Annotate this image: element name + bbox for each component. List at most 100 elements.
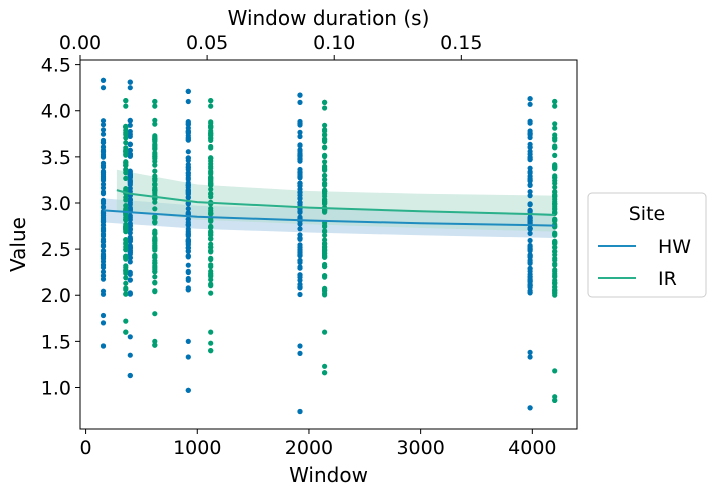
point-ir — [552, 175, 558, 181]
legend-title: Site — [629, 203, 665, 225]
point-ir — [322, 370, 328, 376]
point-ir — [152, 289, 158, 295]
point-hw — [185, 149, 191, 155]
point-ir — [152, 121, 158, 127]
point-ir — [152, 98, 158, 105]
point-ir — [322, 292, 328, 298]
point-ir — [552, 267, 558, 273]
point-hw — [185, 88, 191, 94]
point-hw — [100, 85, 107, 91]
point-ir — [152, 214, 158, 220]
point-ir — [322, 286, 328, 292]
point-ir — [322, 159, 328, 165]
point-ir — [152, 103, 158, 109]
point-ir — [123, 318, 129, 324]
point-hw — [185, 354, 191, 360]
point-hw — [185, 98, 191, 105]
point-ir — [322, 241, 328, 247]
point-hw — [527, 101, 533, 107]
point-ir — [152, 279, 158, 285]
point-hw — [185, 219, 191, 225]
legend: Site HW IR — [587, 192, 707, 298]
point-hw — [297, 235, 303, 241]
point-hw — [527, 131, 533, 137]
point-ir — [552, 368, 558, 374]
point-hw — [127, 259, 133, 265]
point-hw — [185, 155, 191, 161]
point-hw — [185, 262, 191, 268]
point-ir — [152, 245, 158, 252]
y-tick-label: 4.0 — [41, 101, 71, 123]
point-hw — [527, 193, 533, 199]
point-ir — [123, 253, 129, 259]
point-ir — [208, 283, 214, 289]
point-hw — [185, 125, 191, 131]
legend-label-ir: IR — [658, 268, 677, 290]
point-hw — [185, 237, 191, 243]
point-hw — [100, 248, 107, 254]
confidence-band-ir — [116, 169, 555, 232]
point-hw — [297, 264, 303, 270]
point-hw — [297, 174, 303, 180]
point-ir — [208, 191, 214, 197]
point-hw — [297, 200, 303, 206]
point-hw — [297, 291, 303, 298]
point-hw — [527, 120, 533, 126]
point-hw — [297, 99, 303, 105]
point-ir — [152, 206, 158, 212]
point-ir — [322, 191, 328, 197]
point-hw — [297, 153, 303, 159]
point-hw — [185, 180, 191, 186]
point-ir — [552, 125, 558, 131]
point-ir — [123, 227, 129, 233]
point-ir — [152, 255, 158, 261]
confidence-bands — [103, 169, 555, 238]
point-ir — [123, 329, 129, 335]
point-ir — [208, 145, 214, 151]
point-hw — [127, 205, 133, 211]
point-hw — [297, 143, 303, 149]
point-hw — [527, 405, 533, 411]
point-hw — [527, 230, 533, 236]
x-axis-title: Window — [289, 463, 368, 487]
point-hw — [100, 239, 107, 245]
point-hw — [185, 201, 191, 207]
point-ir — [552, 152, 558, 158]
point-ir — [322, 132, 328, 138]
point-hw — [527, 248, 533, 254]
point-hw — [297, 221, 303, 227]
point-hw — [527, 134, 533, 141]
point-hw — [100, 122, 107, 128]
secondary-x-tick-label: 0.15 — [440, 32, 482, 54]
x-axis-ticks: 0 1000 2000 3000 4000 — [80, 429, 557, 459]
point-ir — [152, 162, 158, 168]
point-ir — [322, 263, 328, 269]
point-hw — [185, 245, 191, 251]
point-ir — [208, 329, 214, 335]
point-hw — [527, 189, 533, 195]
y-axis-ticks: 1.0 1.5 2.0 2.5 3.0 3.5 4.0 4.5 — [41, 55, 80, 399]
point-ir — [123, 159, 129, 165]
point-ir — [322, 254, 328, 260]
point-ir — [322, 232, 328, 238]
point-ir — [208, 171, 214, 177]
point-ir — [152, 117, 158, 123]
point-ir — [552, 144, 558, 150]
point-hw — [100, 254, 107, 260]
point-hw — [100, 164, 107, 170]
point-hw — [527, 182, 533, 188]
point-hw — [127, 352, 133, 358]
point-ir — [552, 103, 558, 109]
point-ir — [152, 274, 158, 280]
point-ir — [322, 152, 328, 158]
point-hw — [297, 92, 303, 98]
point-ir — [152, 168, 158, 174]
point-hw — [127, 277, 133, 283]
point-ir — [322, 99, 328, 105]
point-ir — [123, 265, 129, 271]
point-hw — [185, 162, 191, 168]
point-hw — [185, 233, 191, 239]
point-ir — [208, 290, 214, 296]
point-ir — [123, 280, 129, 286]
point-hw — [297, 350, 303, 356]
